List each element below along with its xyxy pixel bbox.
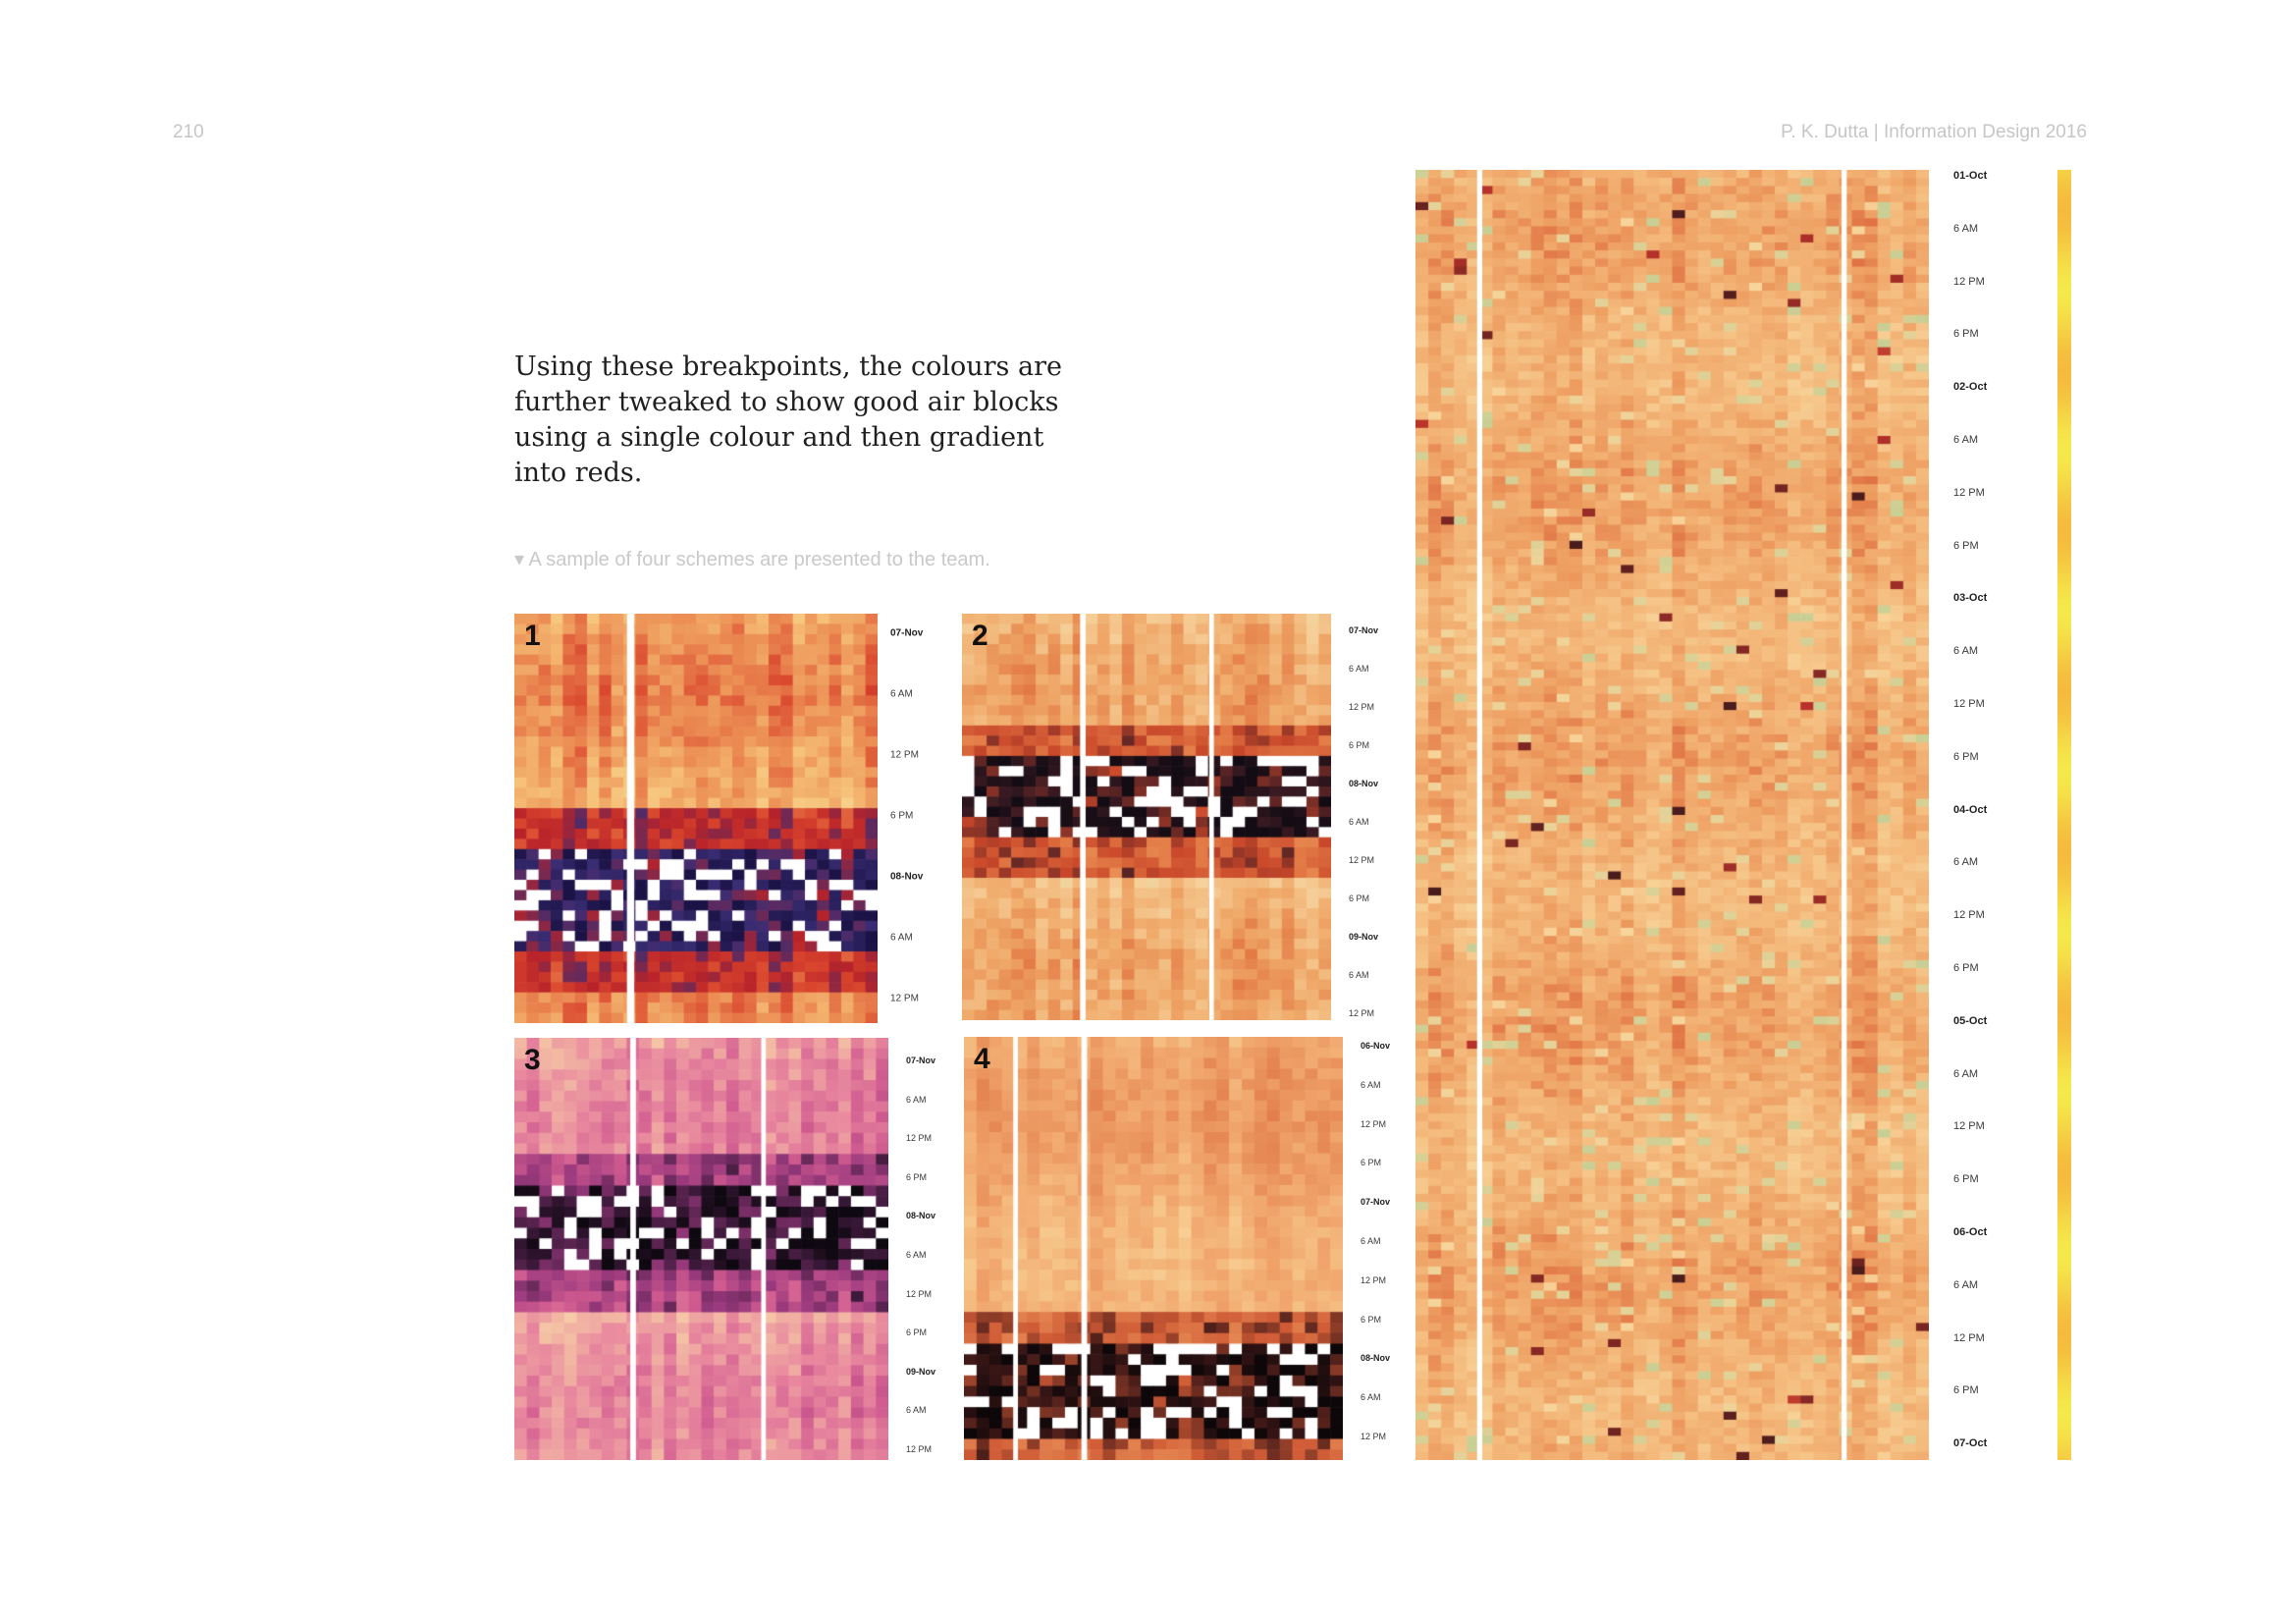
tick-label: 12 PM (890, 749, 919, 761)
tick-label: 12 PM (1361, 1118, 1387, 1129)
tick-labels-1: 07-Nov 6 AM 12 PM 6 PM 08-Nov 6 AM 12 PM (890, 0, 949, 1004)
tick-label: 6 AM (1349, 664, 1369, 674)
tick-label: 6 PM (1349, 893, 1370, 903)
panel-number-4: 4 (974, 1043, 990, 1075)
tick-label: 12 PM (1953, 1120, 1985, 1133)
tick-label: 12 PM (1953, 275, 1985, 288)
running-head: P. K. Dutta | Information Design 2016 (1781, 122, 2087, 142)
tick-label: 08-Nov (906, 1211, 936, 1221)
panel-number-1: 1 (524, 620, 541, 652)
heatmap-panel-3: 3 (514, 1038, 888, 1460)
tick-label: 03-Oct (1953, 592, 1988, 605)
tick-label: 12 PM (1349, 1008, 1375, 1018)
heatmap-panel-2: 2 (962, 614, 1331, 1020)
tick-label: 12 PM (1953, 909, 1985, 922)
tick-label: 01-Oct (1953, 170, 1988, 182)
page-number: 210 (173, 122, 204, 142)
heatmap-canvas-large (1415, 170, 1929, 1460)
tick-label: 08-Nov (1349, 779, 1379, 788)
tick-label: 12 PM (906, 1444, 933, 1454)
tick-label: 6 AM (1361, 1392, 1381, 1403)
tick-label: 6 AM (1953, 222, 1979, 235)
tick-label: 12 PM (906, 1288, 933, 1299)
tick-label: 12 PM (1349, 855, 1375, 865)
tick-label: 6 AM (890, 688, 913, 700)
tick-label: 12 PM (906, 1133, 933, 1144)
tick-label: 07-Nov (1349, 625, 1379, 635)
tick-label: 6 AM (1953, 856, 1979, 869)
tick-label: 6 AM (1361, 1079, 1381, 1090)
tick-label: 12 PM (1361, 1274, 1387, 1285)
tick-label: 6 AM (1349, 817, 1369, 827)
tick-label: 6 AM (1953, 434, 1979, 446)
body-text: Using these breakpoints, the colours are… (514, 352, 1062, 488)
tick-labels-3: 07-Nov 6 AM 12 PM 6 PM 08-Nov 6 AM 12 PM 6 PM 09… (906, 0, 965, 1454)
tick-label: 12 PM (1953, 486, 1985, 499)
tick-label: 6 AM (1349, 970, 1369, 980)
tick-label: 07-Nov (906, 1056, 936, 1065)
tick-label: 6 AM (906, 1250, 927, 1260)
panel-number-2: 2 (972, 620, 988, 652)
tick-label: 12 PM (1361, 1432, 1387, 1441)
heatmap-canvas-1 (514, 614, 878, 1023)
tick-label: 6 AM (906, 1405, 927, 1416)
tick-label: 6 AM (1953, 645, 1979, 658)
tick-label: 04-Oct (1953, 803, 1988, 816)
heatmap-panel-large (1415, 170, 1929, 1460)
tick-label: 6 PM (906, 1171, 928, 1182)
tick-label: 6 AM (1953, 1278, 1979, 1291)
heatmap-canvas-2 (962, 614, 1331, 1020)
heatmap-panel-4: 4 (964, 1037, 1343, 1460)
legend-color-strip (2057, 170, 2071, 1460)
tick-label: 12 PM (890, 993, 919, 1004)
tick-label: 6 PM (1953, 1173, 1979, 1186)
tick-label: 6 PM (1953, 1384, 1979, 1397)
tick-labels-2: 07-Nov 6 AM 12 PM 6 PM 08-Nov 6 AM 12 PM 6 PM 09… (1349, 0, 1408, 1018)
tick-label: 6 AM (1361, 1236, 1381, 1246)
heatmap-canvas-4 (964, 1037, 1343, 1460)
tick-label: 07-Nov (1361, 1197, 1391, 1208)
tick-label: 6 PM (1953, 750, 1979, 763)
tick-label: 02-Oct (1953, 381, 1988, 394)
tick-label: 05-Oct (1953, 1014, 1988, 1027)
tick-label: 6 PM (890, 810, 914, 822)
tick-label: 6 PM (1953, 539, 1979, 552)
tick-label: 12 PM (1349, 702, 1375, 712)
tick-labels-4: 06-Nov 6 AM 12 PM 6 PM 07-Nov 6 AM 12 PM 6 PM 08… (1361, 0, 1419, 1441)
tick-label: 6 PM (1361, 1158, 1382, 1168)
tick-label: 6 PM (1361, 1314, 1382, 1325)
tick-label: 07-Oct (1953, 1437, 1988, 1450)
heatmap-canvas-3 (514, 1038, 888, 1460)
tick-label: 07-Nov (890, 627, 924, 639)
tick-label: 12 PM (1953, 1331, 1985, 1344)
tick-label: 06-Oct (1953, 1226, 1988, 1238)
tick-label: 6 PM (1953, 962, 1979, 974)
panel-number-3: 3 (524, 1044, 541, 1076)
tick-label: 6 AM (890, 932, 913, 944)
tick-label: 6 PM (906, 1327, 928, 1338)
caption: ▾ A sample of four schemes are presented… (514, 549, 990, 570)
tick-label: 09-Nov (1349, 932, 1379, 942)
tick-label: 08-Nov (1361, 1353, 1391, 1364)
tick-label: 12 PM (1953, 698, 1985, 710)
tick-label: 6 AM (1953, 1067, 1979, 1080)
tick-label: 6 PM (1953, 328, 1979, 341)
tick-label: 09-Nov (906, 1366, 936, 1377)
tick-label: 08-Nov (890, 871, 924, 883)
tick-label: 6 PM (1349, 740, 1370, 750)
tick-label: 06-Nov (1361, 1041, 1391, 1051)
tick-label: 6 AM (906, 1094, 927, 1105)
tick-labels-large: 01-Oct 6 AM 12 PM 6 PM 02-Oct 6 AM 12 PM 6 PM 03… (1953, 0, 2032, 1449)
heatmap-panel-1: 1 (514, 614, 878, 1023)
